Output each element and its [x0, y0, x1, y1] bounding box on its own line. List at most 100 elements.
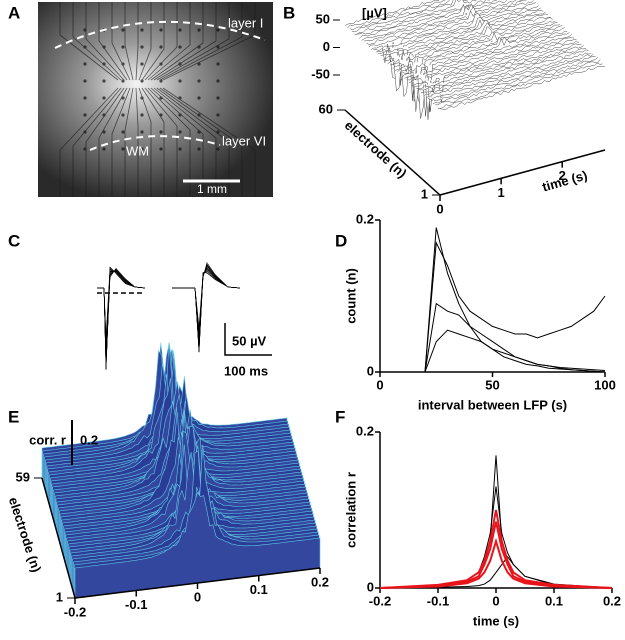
trace: [172, 265, 241, 338]
x-tick-label: 0.1: [545, 593, 563, 608]
electrode: [197, 130, 201, 134]
series-line: [424, 227, 606, 373]
x-tick-label: 50: [485, 377, 499, 392]
trace: [172, 270, 241, 336]
trace: [97, 269, 146, 351]
electrode: [197, 79, 201, 83]
z-unit: [µV]: [362, 5, 387, 20]
electrode-track: [85, 2, 125, 81]
electrode-track: [150, 87, 204, 197]
electrode-track: [150, 2, 204, 81]
y-tick-label: 1: [421, 186, 428, 201]
y-tick-label: 0.2: [356, 423, 374, 438]
surface-line: [401, 31, 568, 113]
electrode: [83, 62, 87, 66]
z-tick-label: -50: [311, 66, 330, 81]
electrode: [102, 45, 106, 49]
electrode: [216, 113, 220, 117]
scale-bar-label: 1 mm: [197, 182, 227, 196]
electrode-track: [124, 2, 134, 81]
trace: [172, 264, 241, 338]
electrode: [178, 113, 182, 117]
electrode-track: [141, 2, 165, 81]
trace: [172, 269, 241, 346]
surface-line: [361, 0, 508, 41]
y-axis-label: electrode (n): [6, 495, 44, 574]
electrode-track: [135, 87, 139, 197]
electrode: [197, 62, 201, 66]
electrode-track: [59, 87, 119, 197]
trace: [97, 270, 146, 360]
y-tick-label: 0: [367, 363, 374, 378]
electrode-track: [144, 2, 178, 81]
surface-line: [385, 16, 551, 92]
surface-line: [439, 65, 606, 110]
trace: [97, 269, 146, 352]
surface-line: [430, 56, 596, 102]
electrode: [121, 96, 125, 100]
y-tick-label: 60: [319, 101, 333, 116]
electrode: [178, 79, 182, 83]
series-line: [424, 240, 606, 373]
panel-label: B: [283, 3, 295, 22]
electrode: [178, 45, 182, 49]
electrode-track: [156, 2, 230, 81]
y-tick-label: 0: [367, 579, 374, 594]
electrode-track: [98, 87, 128, 197]
electrode: [159, 113, 163, 117]
trace: [172, 265, 241, 332]
electrode: [83, 96, 87, 100]
panel-label: C: [8, 231, 20, 250]
electrode: [178, 62, 182, 66]
series-line: [424, 302, 606, 373]
trace: [97, 270, 146, 341]
y-axis-label: count (n): [343, 268, 358, 324]
trace: [97, 270, 146, 361]
trace: [97, 266, 146, 369]
electrode-track: [153, 2, 217, 81]
series-line: [424, 329, 606, 373]
surface-line: [373, 5, 539, 51]
trace: [172, 267, 241, 331]
panel-label: F: [335, 407, 345, 426]
electrode: [140, 147, 144, 151]
electrode: [140, 96, 144, 100]
surface-line: [356, 0, 491, 35]
electrode: [121, 130, 125, 134]
surface-line: [437, 62, 603, 109]
trace: [172, 267, 241, 343]
trace: [172, 265, 241, 350]
electrode-track: [159, 87, 243, 197]
electrode: [83, 130, 87, 134]
trace: [97, 270, 146, 350]
trace: [172, 268, 241, 353]
electrode-track: [59, 2, 119, 81]
surface-line: [363, 0, 522, 42]
trace: [172, 268, 241, 347]
trace: [172, 272, 241, 345]
panel-label: E: [8, 407, 19, 426]
y-axis-label: electrode (n): [342, 118, 410, 181]
trace: [97, 269, 146, 342]
surface-line: [375, 7, 542, 86]
trace: [97, 268, 146, 348]
trace: [172, 268, 241, 345]
z-tick-label: 50: [316, 11, 330, 26]
electrode: [102, 113, 106, 117]
electrode-track: [111, 2, 131, 81]
x-tick-label: 0: [194, 589, 201, 604]
electrode: [121, 28, 125, 32]
x-tick-label: 0: [436, 201, 443, 216]
electrode: [83, 45, 87, 49]
electrode: [140, 45, 144, 49]
electrode-track: [85, 87, 125, 197]
trace: [172, 264, 241, 350]
electrode: [216, 45, 220, 49]
electrode: [159, 62, 163, 66]
electrode: [102, 62, 106, 66]
electrode-track: [138, 2, 152, 81]
electrode: [178, 147, 182, 151]
x-axis-label: interval between LFP (s): [418, 397, 567, 412]
electrode: [216, 147, 220, 151]
trace: [97, 269, 146, 350]
